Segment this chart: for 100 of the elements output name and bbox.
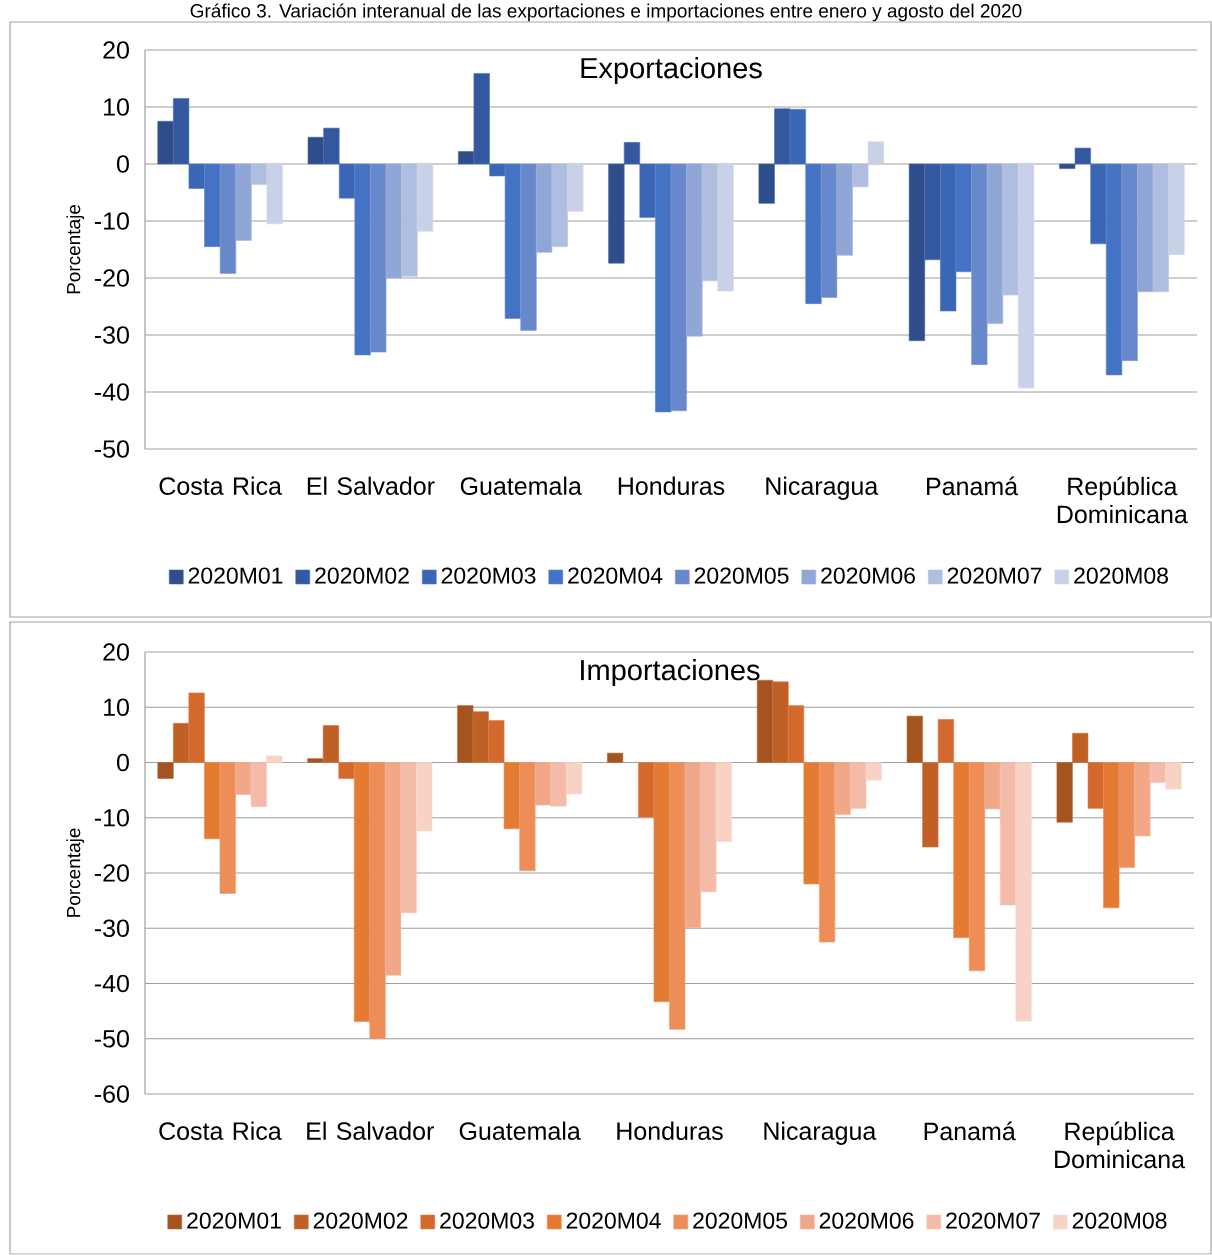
- bar: [400, 762, 417, 914]
- legend-label: 2020M03: [441, 567, 536, 584]
- bar: [700, 762, 717, 893]
- bar: [924, 163, 941, 261]
- x-tick-label: República Dominicana: [1055, 1121, 1186, 1169]
- legend-label: 2020M01: [187, 1212, 281, 1229]
- bar: [715, 762, 732, 842]
- bar: [401, 163, 418, 277]
- bar: [534, 762, 552, 806]
- y-tick-label: 20: [103, 643, 129, 661]
- bar: [787, 705, 805, 763]
- legend-label: 2020M06: [821, 567, 915, 584]
- legend-label: 2020M07: [946, 1212, 1040, 1229]
- x-tick-label: Guatemala: [459, 1121, 581, 1140]
- bar: [323, 127, 340, 165]
- bar: [550, 762, 567, 807]
- bar: [608, 163, 625, 264]
- bar: [999, 762, 1017, 906]
- bar: [684, 762, 701, 928]
- x-tick-label: Honduras: [617, 1121, 723, 1140]
- text: Gráfico 3. Variación interanual de las exportaciones e importaciones entre enero y agosto del 2020: [190, 3, 1022, 22]
- x-tick-label: Nicaragua: [764, 1121, 877, 1145]
- bar: [235, 762, 252, 795]
- bar: [850, 762, 867, 809]
- bar: [1087, 762, 1104, 809]
- bar: [1137, 163, 1154, 292]
- bar: [235, 163, 252, 241]
- y-tick-label: -50: [94, 440, 129, 458]
- bar: [639, 163, 656, 218]
- bar: [758, 163, 775, 204]
- bar: [1090, 163, 1107, 245]
- bar: [836, 163, 853, 256]
- bar: [772, 681, 789, 763]
- bar: [551, 163, 568, 247]
- bar: [338, 163, 356, 199]
- y-tick-label: 10: [104, 698, 129, 717]
- y-tick-label: 0: [117, 155, 129, 173]
- chart-title: Exportaciones: [581, 57, 762, 85]
- y-tick-label: -20: [94, 269, 129, 287]
- bar: [266, 163, 283, 225]
- x-tick-label: El Salvador: [307, 1121, 434, 1140]
- bar: [266, 755, 283, 763]
- legend-label: 2020M04: [568, 567, 663, 584]
- y-tick-label: -30: [94, 326, 129, 344]
- y-tick-label: 20: [103, 41, 129, 59]
- legend-label: 2020M05: [693, 1212, 788, 1229]
- bar: [922, 762, 939, 848]
- bar: [472, 711, 489, 763]
- legend-label: 2020M08: [1072, 1212, 1167, 1229]
- bar: [307, 758, 324, 763]
- y-tick-label: -30: [94, 919, 129, 938]
- legend-label: 2020M03: [440, 1212, 534, 1229]
- bar: [940, 163, 957, 312]
- y-tick-label: -50: [94, 1029, 129, 1048]
- bar: [638, 762, 655, 818]
- bar: [717, 163, 734, 292]
- x-tick-label: Costa Rica: [159, 1121, 282, 1140]
- bar: [458, 151, 475, 165]
- y-tick-label: -40: [94, 383, 129, 401]
- bar: [701, 163, 719, 282]
- bar: [157, 762, 174, 779]
- bar: [686, 163, 703, 337]
- bar: [188, 692, 205, 763]
- legend-label: 2020M06: [819, 1212, 914, 1229]
- legend-label: 2020M01: [188, 567, 283, 584]
- bar: [1015, 762, 1032, 1022]
- x-tick-label: El Salvador: [307, 476, 435, 495]
- bar: [338, 762, 355, 779]
- bar: [1074, 147, 1091, 165]
- bar: [1002, 163, 1019, 296]
- bar: [623, 142, 641, 165]
- y-tick-label: -20: [94, 864, 129, 882]
- legend-label: 2020M04: [566, 1212, 661, 1229]
- bar: [488, 720, 505, 763]
- legend-label: 2020M02: [315, 567, 409, 584]
- chart-title: Importaciones: [581, 659, 760, 687]
- y-tick-label: 10: [104, 98, 129, 116]
- bar: [416, 163, 434, 232]
- bar: [984, 762, 1001, 810]
- legend-label: 2020M05: [694, 567, 789, 584]
- bar: [937, 719, 954, 763]
- bar: [986, 163, 1004, 324]
- y-tick-label: -10: [94, 808, 129, 827]
- bar: [385, 762, 402, 976]
- x-tick-label: Panamá: [924, 1121, 1016, 1141]
- bar: [385, 163, 402, 279]
- bar: [457, 705, 474, 763]
- legend-label: 2020M02: [313, 1212, 408, 1229]
- bar: [1152, 163, 1169, 292]
- x-tick-label: Costa Rica: [159, 476, 282, 495]
- bar: [188, 163, 205, 189]
- bar: [251, 163, 268, 185]
- bar: [307, 136, 324, 165]
- bar: [906, 715, 923, 763]
- x-tick-label: Nicaragua: [766, 476, 879, 500]
- x-tick-label: República Dominicana: [1057, 476, 1188, 524]
- x-tick-label: Guatemala: [460, 476, 582, 495]
- bar: [865, 762, 882, 781]
- legend-label: 2020M08: [1074, 567, 1168, 584]
- y-tick-label: -60: [94, 1085, 129, 1103]
